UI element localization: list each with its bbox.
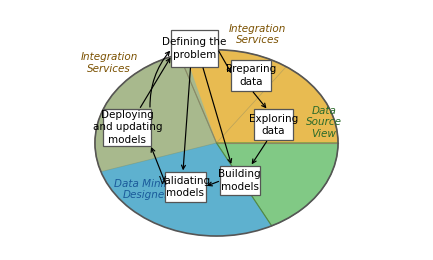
Polygon shape	[95, 54, 216, 172]
FancyBboxPatch shape	[165, 172, 206, 202]
Polygon shape	[101, 143, 271, 236]
FancyBboxPatch shape	[171, 30, 218, 67]
Text: Integration
Services: Integration Services	[229, 23, 287, 45]
Polygon shape	[216, 143, 338, 226]
Polygon shape	[179, 50, 338, 143]
Text: Data
Source
View: Data Source View	[306, 106, 342, 139]
Text: Validating
models: Validating models	[159, 176, 212, 198]
Text: Integration
Services: Integration Services	[81, 52, 138, 74]
Text: Preparing
data: Preparing data	[226, 64, 277, 87]
Polygon shape	[95, 53, 271, 236]
Text: Defining the
problem: Defining the problem	[162, 37, 227, 60]
FancyBboxPatch shape	[231, 60, 271, 91]
Text: Deploying
and updating
models: Deploying and updating models	[93, 110, 162, 145]
Text: Building
models: Building models	[219, 169, 261, 192]
Ellipse shape	[95, 50, 338, 236]
Text: Exploring
data: Exploring data	[249, 114, 298, 136]
FancyBboxPatch shape	[220, 166, 260, 195]
FancyBboxPatch shape	[103, 109, 151, 146]
Text: Data Mining
Designer: Data Mining Designer	[114, 179, 177, 200]
FancyBboxPatch shape	[254, 109, 293, 140]
